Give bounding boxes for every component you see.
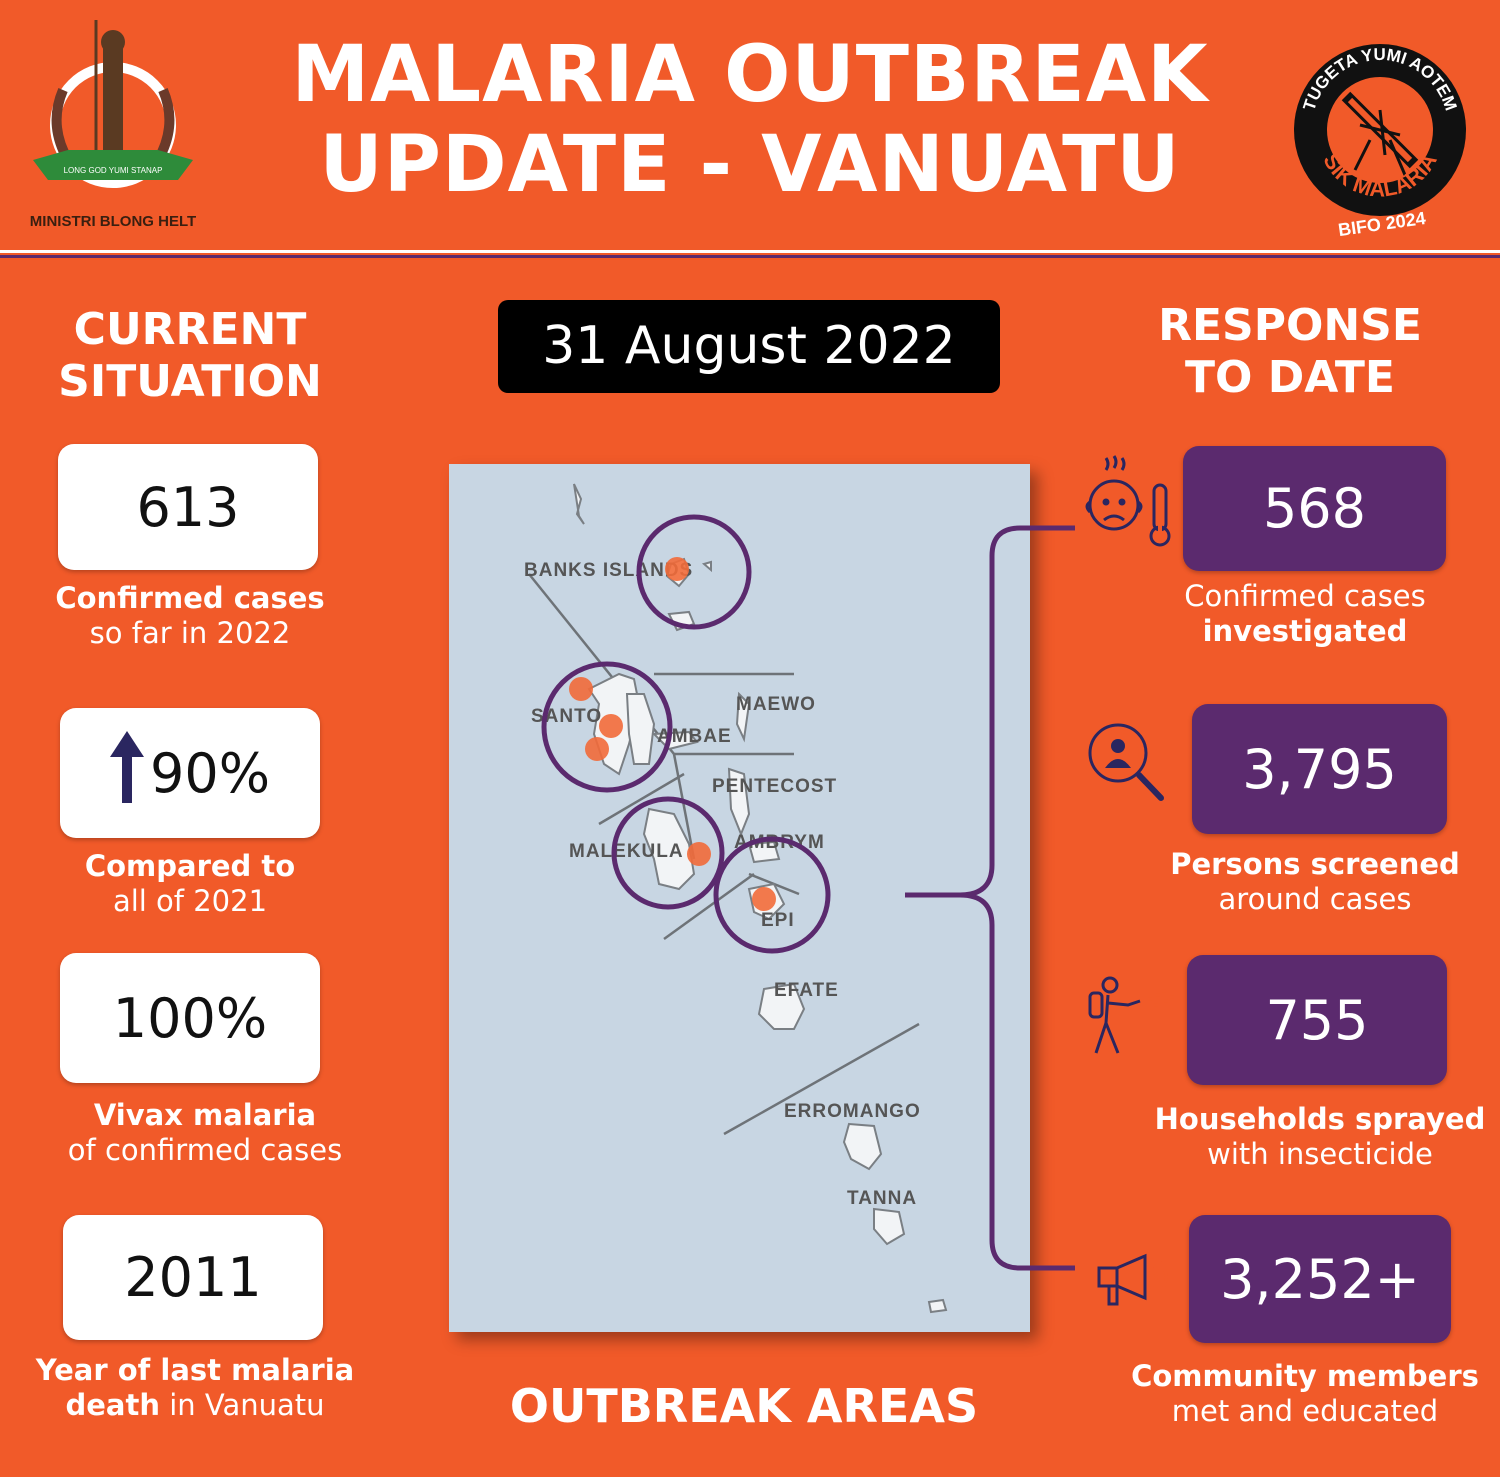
caption-rest: around cases <box>1218 882 1412 916</box>
caption-bold: Compared to <box>84 849 296 883</box>
map-caption: OUTBREAK AREAS <box>509 1379 979 1433</box>
stat-box-screened: 3,795 <box>1192 704 1447 834</box>
outbreak-dot <box>665 557 689 581</box>
response-heading-line-1: RESPONSE <box>1158 300 1422 351</box>
ministry-text: MINISTRI BLONG HELT <box>30 213 196 230</box>
caption-rest: of confirmed cases <box>67 1133 343 1167</box>
current-heading-line-1: CURRENT <box>73 304 307 355</box>
caption-bold: investigated <box>1202 614 1408 648</box>
header-divider-white <box>0 250 1500 253</box>
caption-rest: met and educated <box>1171 1394 1439 1428</box>
outbreak-dot <box>687 842 711 866</box>
stat-box-compared-2021: 90% <box>60 708 320 838</box>
sprayer-person-icon <box>1078 975 1178 1060</box>
outbreak-dot <box>569 677 593 701</box>
map-labels: BANKS ISLANDS SANTO MAEWO AMBAE PENTECOS… <box>524 560 921 1209</box>
map-label-erromango: ERROMANGO <box>784 1101 921 1122</box>
stat-caption-investigated: Confirmed cases investigated <box>1135 579 1475 649</box>
caption-rest: with insecticide <box>1207 1137 1433 1171</box>
report-date: 31 August 2022 <box>498 300 1000 393</box>
caption-bold: Community members <box>1131 1359 1479 1393</box>
caption-bold: Households sprayed <box>1154 1102 1486 1136</box>
stat-caption-compared-2021: Compared to all of 2021 <box>20 849 360 919</box>
caption-bold: Confirmed cases <box>55 581 325 615</box>
map-label-banks: BANKS ISLANDS <box>524 560 693 581</box>
caption-bold-2: death <box>65 1388 160 1422</box>
stat-box-sprayed: 755 <box>1187 955 1447 1085</box>
stat-box-community: 3,252+ <box>1189 1215 1451 1343</box>
up-arrow-icon <box>109 730 144 816</box>
map-label-santo: SANTO <box>531 706 602 727</box>
stat-value: 90% <box>149 741 271 805</box>
caption-bold: Vivax malaria <box>93 1098 317 1132</box>
stat-caption-community: Community members met and educated <box>1125 1359 1485 1429</box>
sick-person-thermometer-icon <box>1082 450 1182 550</box>
title-line-1: MALARIA OUTBREAK <box>291 30 1209 120</box>
stat-box-last-death: 2011 <box>63 1215 323 1340</box>
caption-rest: so far in 2022 <box>89 616 291 650</box>
stat-value: 3,252+ <box>1220 1247 1420 1311</box>
stat-value: 3,795 <box>1242 737 1397 801</box>
stat-box-confirmed-cases: 613 <box>58 444 318 570</box>
megaphone-icon <box>1095 1250 1180 1310</box>
caption-bold: Year of last malaria <box>35 1353 355 1387</box>
response-heading-line-2: TO DATE <box>1185 352 1395 403</box>
outbreak-dot <box>599 714 623 738</box>
caption-rest: Confirmed cases <box>1184 579 1426 613</box>
stat-value: 613 <box>136 475 240 539</box>
stat-caption-confirmed-cases: Confirmed cases so far in 2022 <box>20 581 360 651</box>
stat-caption-last-death: Year of last malaria death in Vanuatu <box>15 1353 375 1423</box>
sik-malaria-logo: TUGETA YUMI AOTEM SIK MALARIA BIFO 2024 <box>1290 40 1470 240</box>
caption-rest: all of 2021 <box>112 884 268 918</box>
map-label-tanna: TANNA <box>847 1188 917 1209</box>
response-heading: RESPONSE TO DATE <box>1140 300 1440 404</box>
current-situation-heading: CURRENT SITUATION <box>40 304 340 408</box>
map-label-malekula: MALEKULA <box>569 841 684 862</box>
ministry-logo: LONG GOD YUMI STANAP MINISTRI BLONG HELT <box>28 10 198 240</box>
outbreak-circle-santo <box>541 661 673 793</box>
header-divider-purple <box>0 255 1500 258</box>
stat-caption-sprayed: Households sprayed with insecticide <box>1145 1102 1495 1172</box>
current-heading-line-2: SITUATION <box>58 356 322 407</box>
caption-bold: Persons screened <box>1170 847 1460 881</box>
map-label-pentecost: PENTECOST <box>712 776 837 797</box>
stat-caption-screened: Persons screened around cases <box>1145 847 1485 917</box>
map-label-maewo: MAEWO <box>736 694 816 715</box>
stat-value: 755 <box>1265 988 1369 1052</box>
stat-box-vivax: 100% <box>60 953 320 1083</box>
outbreak-dot <box>585 737 609 761</box>
outbreak-circle-epi <box>713 836 831 954</box>
response-bracket <box>900 520 1100 1280</box>
outbreak-map: BANKS ISLANDS SANTO MAEWO AMBAE PENTECOS… <box>449 464 1030 1332</box>
outbreak-dot <box>752 887 776 911</box>
stat-value: 2011 <box>124 1246 262 1309</box>
page-title: MALARIA OUTBREAK UPDATE - VANUATU <box>250 30 1250 210</box>
caption-rest: in Vanuatu <box>169 1388 325 1422</box>
motto-text: LONG GOD YUMI STANAP <box>64 166 163 175</box>
outbreak-circle-banks <box>636 514 752 630</box>
title-line-2: UPDATE - VANUATU <box>319 120 1181 210</box>
stat-caption-vivax: Vivax malaria of confirmed cases <box>20 1098 390 1168</box>
stat-box-investigated: 568 <box>1183 446 1446 571</box>
map-label-ambae: AMBAE <box>657 726 732 747</box>
person-search-icon <box>1083 720 1173 810</box>
map-label-epi: EPI <box>761 910 795 931</box>
outbreak-circle-malekula <box>611 796 725 910</box>
stat-value: 100% <box>112 986 268 1050</box>
map-label-efate: EFATE <box>774 980 839 1001</box>
stat-value: 568 <box>1262 477 1367 540</box>
